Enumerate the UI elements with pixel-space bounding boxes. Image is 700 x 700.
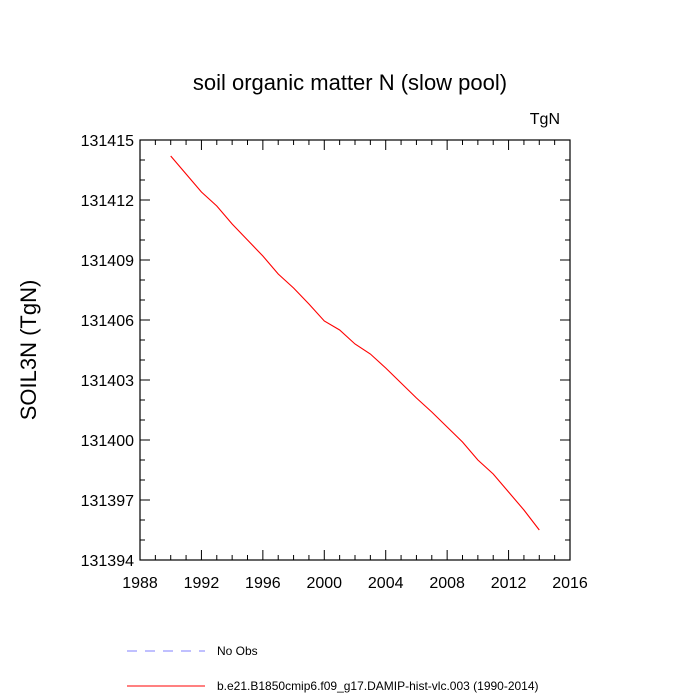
series-line-0 — [170, 155, 540, 531]
y-tick-label: 131406 — [81, 313, 134, 330]
x-tick-label: 1992 — [184, 575, 220, 592]
y-tick-label: 131400 — [81, 433, 134, 450]
x-tick-label: 2012 — [491, 575, 527, 592]
x-tick-label: 2016 — [552, 575, 588, 592]
x-tick-label: 2004 — [368, 575, 404, 592]
x-tick-label: 2000 — [306, 575, 342, 592]
x-tick-label: 1988 — [122, 575, 158, 592]
plot-area: 1988 1992 1996 2000 2004 2008 2012 2016 131394 13… — [81, 133, 588, 592]
y-tick-label: 131397 — [81, 493, 134, 510]
x-tick-label: 1996 — [245, 575, 281, 592]
x-tick-label: 2008 — [429, 575, 465, 592]
chart-title: soil organic matter N (slow pool) — [193, 70, 507, 95]
units-label: TgN — [530, 111, 560, 128]
y-tick-label: 131403 — [81, 373, 134, 390]
y-tick-label: 131412 — [81, 193, 134, 210]
y-tick-label: 131409 — [81, 253, 134, 270]
legend: No Obs b.e21.B1850cmip6.f09_g17.DAMIP-his… — [127, 644, 539, 693]
y-tick-label: 131394 — [81, 553, 134, 570]
legend-label: b.e21.B1850cmip6.f09_g17.DAMIP-hist-vlc.… — [217, 679, 539, 693]
y-tick-label: 131415 — [81, 133, 134, 150]
y-axis-label: SOIL3N (TgN) — [16, 280, 41, 421]
legend-label: No Obs — [217, 644, 258, 658]
plot-frame — [139, 139, 571, 561]
